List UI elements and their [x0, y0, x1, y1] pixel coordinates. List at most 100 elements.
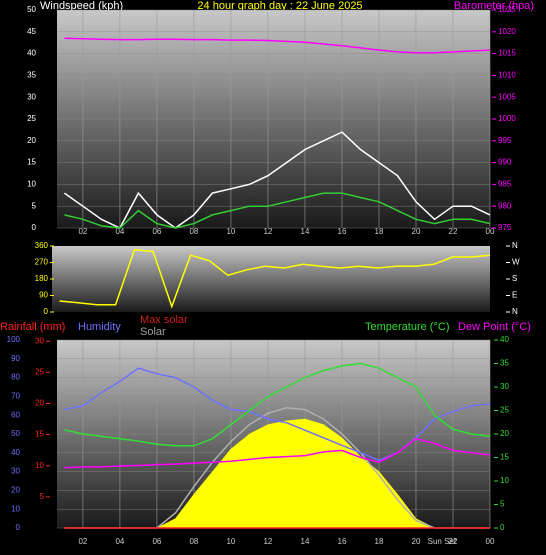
x-tick-label: 12 [263, 537, 272, 546]
y-tick-label: 270 [35, 258, 49, 267]
chart-title: 24 hour graph day : 22 June 2025 [197, 0, 362, 12]
y-tick-label: 40 [27, 49, 36, 58]
y-tick-label: 10 [27, 180, 36, 189]
annotation: Sun Set [428, 537, 457, 546]
y-tick-label: 30 [500, 382, 509, 391]
y-tick-label: 25 [27, 114, 36, 123]
x-tick-label: 00 [486, 227, 495, 236]
x-tick-label: 08 [189, 227, 198, 236]
line [64, 192, 491, 229]
y-tick-label: 990 [498, 158, 512, 167]
x-tick-label: 06 [152, 227, 161, 236]
x-tick-label: 02 [78, 537, 87, 546]
legend-label: Rainfall (mm) [0, 321, 65, 333]
y2-axis-label: Barometer (hpa) [454, 0, 534, 12]
line [63, 131, 491, 229]
direction-label: W [512, 258, 520, 267]
y-tick-label: 0 [16, 523, 21, 532]
y-tick-label: 1025 [498, 5, 516, 14]
x-tick-label: 22 [449, 537, 458, 546]
y-tick-label: 35 [500, 359, 509, 368]
y-tick-label: 10 [35, 461, 44, 470]
line [64, 37, 491, 54]
y-tick-label: 30 [11, 467, 20, 476]
y-tick-label: 1010 [498, 71, 516, 80]
y-tick-label: 1000 [498, 114, 516, 123]
line [59, 248, 491, 309]
y-tick-label: 30 [27, 92, 36, 101]
y-axis-label: Windspeed (kph) [40, 0, 123, 12]
y-tick-label: 100 [7, 335, 21, 344]
y-tick-label: 60 [11, 410, 20, 419]
direction-label: E [512, 291, 517, 300]
y-tick-label: 1020 [498, 27, 516, 36]
x-tick-label: 10 [226, 227, 235, 236]
y-tick-label: 0 [44, 307, 49, 316]
x-tick-label: 02 [78, 227, 87, 236]
legend-label: Dew Point (°C) [458, 321, 531, 333]
y-tick-label: 35 [27, 71, 36, 80]
y-tick-label: 15 [27, 158, 36, 167]
x-tick-label: 18 [375, 227, 384, 236]
x-tick-label: 04 [115, 227, 124, 236]
y-tick-label: 15 [35, 430, 44, 439]
x-tick-label: 14 [301, 227, 310, 236]
y-tick-label: 40 [500, 335, 509, 344]
line [64, 367, 491, 462]
direction-label: N [512, 241, 518, 250]
x-tick-label: 16 [338, 537, 347, 546]
y-tick-label: 25 [35, 367, 44, 376]
x-tick-label: 04 [115, 537, 124, 546]
y-tick-label: 975 [498, 223, 512, 232]
x-tick-label: 16 [338, 227, 347, 236]
y-tick-label: 70 [11, 392, 20, 401]
y-tick-label: 90 [39, 291, 48, 300]
legend-label: Solar [140, 326, 166, 338]
y-tick-label: 180 [35, 274, 49, 283]
x-tick-label: 06 [152, 537, 161, 546]
y-tick-label: 5 [40, 492, 45, 501]
x-tick-label: 10 [226, 537, 235, 546]
y-tick-label: 0 [500, 523, 505, 532]
y-tick-label: 980 [498, 201, 512, 210]
y-tick-label: 360 [35, 241, 49, 250]
x-tick-label: 14 [301, 537, 310, 546]
legend-label: Humidity [78, 321, 121, 333]
x-tick-label: 22 [449, 227, 458, 236]
y-tick-label: 10 [11, 504, 20, 513]
y-tick-label: 5 [500, 500, 505, 509]
y-tick-label: 50 [11, 429, 20, 438]
y-tick-label: 1015 [498, 49, 516, 58]
line [64, 362, 491, 447]
direction-label: S [512, 274, 517, 283]
y-tick-label: 15 [500, 453, 509, 462]
line [64, 437, 491, 469]
y-tick-label: 1005 [498, 92, 516, 101]
y-tick-label: 30 [35, 336, 44, 345]
x-tick-label: 12 [263, 227, 272, 236]
x-tick-label: 20 [412, 227, 421, 236]
y-tick-label: 50 [27, 5, 36, 14]
y-tick-label: 40 [11, 448, 20, 457]
y-tick-label: 45 [27, 27, 36, 36]
legend-label: Max solar [140, 314, 188, 326]
y-tick-label: 90 [11, 354, 20, 363]
y-tick-label: 20 [27, 136, 36, 145]
y-tick-label: 25 [500, 406, 509, 415]
y-tick-label: 20 [35, 399, 44, 408]
direction-label: N [512, 307, 518, 316]
y-tick-label: 985 [498, 180, 512, 189]
y-tick-label: 20 [11, 486, 20, 495]
plot-area [52, 246, 490, 312]
y-tick-label: 5 [32, 201, 37, 210]
x-tick-label: 20 [412, 537, 421, 546]
x-tick-label: 00 [486, 537, 495, 546]
y-tick-label: 0 [32, 223, 37, 232]
x-tick-label: 08 [189, 537, 198, 546]
y-tick-label: 80 [11, 373, 20, 382]
x-tick-label: 18 [375, 537, 384, 546]
y-tick-label: 995 [498, 136, 512, 145]
y-tick-label: 20 [500, 429, 509, 438]
